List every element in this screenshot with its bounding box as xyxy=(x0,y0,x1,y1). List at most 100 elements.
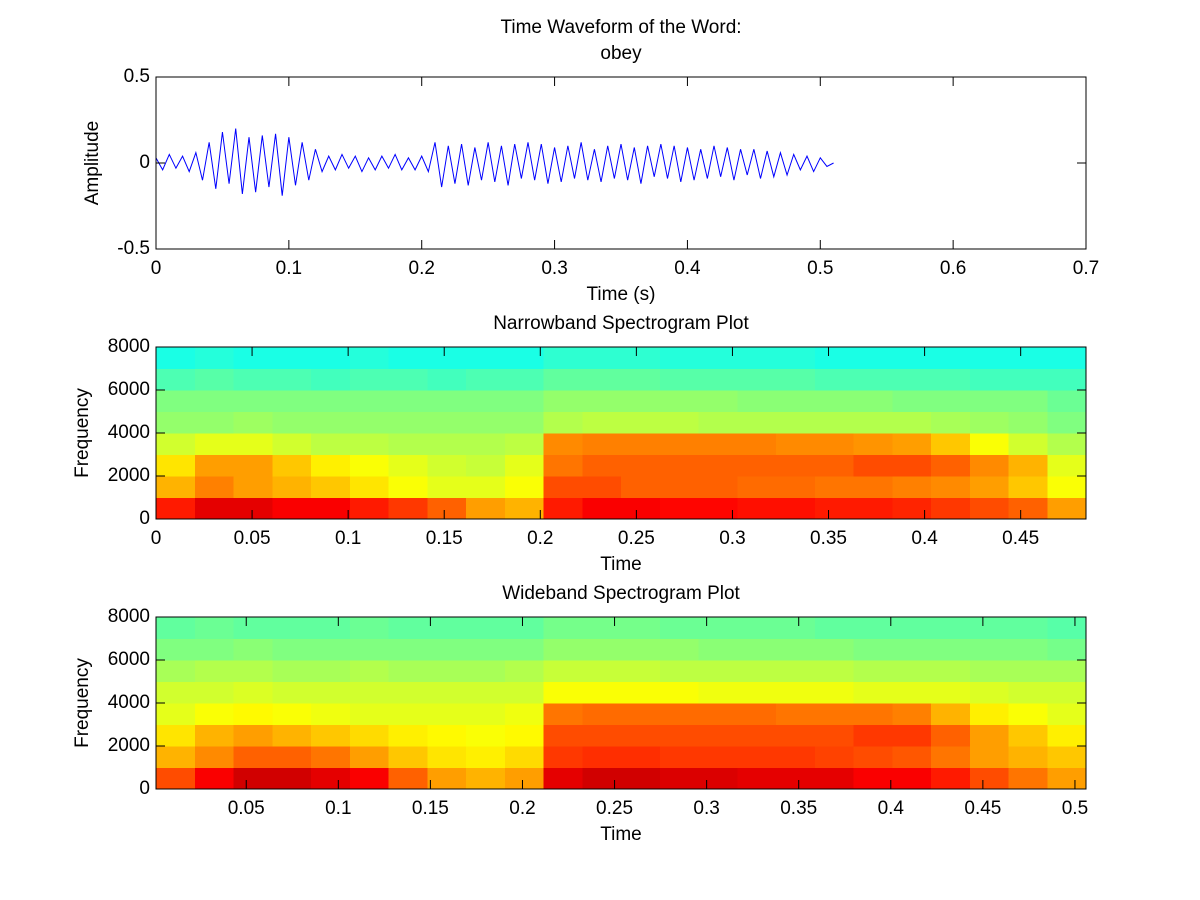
spectrogram-cell xyxy=(814,638,855,661)
spectrogram-cell xyxy=(194,497,235,520)
spectrogram-cell xyxy=(388,476,428,499)
spectrogram-cell xyxy=(233,638,273,661)
spectrogram-cell xyxy=(853,767,893,790)
spectrogram-cell xyxy=(776,454,816,477)
spectrogram-cell xyxy=(388,724,428,747)
spectrogram-cell xyxy=(776,681,816,704)
spectrogram-cell xyxy=(388,660,428,683)
spectrogram-cell xyxy=(853,433,893,456)
spectrogram-cell xyxy=(814,390,855,413)
spectrogram-cell xyxy=(853,746,893,769)
spectrogram-cell xyxy=(543,617,583,640)
spectrogram-cell xyxy=(698,411,738,434)
spectrogram-cell xyxy=(156,390,196,413)
spectrogram-cell xyxy=(659,347,700,370)
spectrogram-cell xyxy=(1008,638,1048,661)
spectrogram-cell xyxy=(737,681,777,704)
y-axis-label: Frequency xyxy=(72,658,93,748)
spectrogram-cell xyxy=(311,746,351,769)
spectrogram-cell xyxy=(466,347,506,370)
spectrogram-cell xyxy=(466,411,506,434)
spectrogram-cell xyxy=(698,724,738,747)
spectrogram-cell xyxy=(1047,497,1087,520)
spectrogram-cell xyxy=(969,390,1010,413)
spectrogram-cell xyxy=(969,454,1010,477)
spectrogram-cell xyxy=(931,660,971,683)
spectrogram-cell xyxy=(194,476,235,499)
spectrogram-cell xyxy=(853,347,893,370)
spectrogram-cell xyxy=(349,746,390,769)
spectrogram-cell xyxy=(892,746,932,769)
spectrogram-cell xyxy=(737,703,777,726)
spectrogram-cell xyxy=(311,368,351,391)
spectrogram-cell xyxy=(621,476,661,499)
spectrogram-cell xyxy=(466,454,506,477)
spectrogram-cell xyxy=(659,746,700,769)
spectrogram-cell xyxy=(969,767,1010,790)
spectrogram-cell xyxy=(156,411,196,434)
spectrogram-cell xyxy=(543,703,583,726)
spectrogram-cell xyxy=(737,390,777,413)
y-tick-label: 0 xyxy=(139,508,150,529)
x-tick-label: 0 xyxy=(151,258,162,279)
spectrogram-cell xyxy=(504,390,545,413)
spectrogram-cell xyxy=(1008,681,1048,704)
spectrogram-cell xyxy=(698,497,738,520)
spectrogram-cell xyxy=(814,703,855,726)
spectrogram-cell xyxy=(776,476,816,499)
x-tick-label: 0.1 xyxy=(325,798,351,819)
spectrogram-cell xyxy=(814,454,855,477)
spectrogram-cell xyxy=(504,681,545,704)
spectrogram-cell xyxy=(311,411,351,434)
spectrogram-cell xyxy=(272,454,312,477)
spectrogram-cell xyxy=(969,411,1010,434)
spectrogram-cell xyxy=(659,703,700,726)
y-tick-label: 6000 xyxy=(108,649,150,670)
spectrogram-cell xyxy=(659,638,700,661)
spectrogram-cell xyxy=(504,476,545,499)
spectrogram-cell xyxy=(969,347,1010,370)
spectrogram-cell xyxy=(349,411,390,434)
x-tick-label: 0.3 xyxy=(719,528,745,549)
spectrogram-cell xyxy=(814,476,855,499)
spectrogram-cell xyxy=(466,724,506,747)
spectrogram-cell xyxy=(814,724,855,747)
spectrogram-cell xyxy=(814,767,855,790)
spectrogram-cell xyxy=(776,368,816,391)
spectrogram-cell xyxy=(776,724,816,747)
spectrogram-cell xyxy=(466,703,506,726)
spectrogram-cell xyxy=(504,617,545,640)
spectrogram-cell xyxy=(543,368,583,391)
spectrogram-cell xyxy=(349,476,390,499)
spectrogram-cell xyxy=(194,703,235,726)
x-axis-label: Time xyxy=(600,824,642,845)
spectrogram-cell xyxy=(1008,433,1048,456)
spectrogram-cell xyxy=(156,497,196,520)
spectrogram-cell xyxy=(311,497,351,520)
y-tick-label: 0.5 xyxy=(124,66,150,87)
spectrogram-cell xyxy=(1008,476,1048,499)
spectrogram-cell xyxy=(272,347,312,370)
y-tick-label: 2000 xyxy=(108,465,150,486)
spectrogram-cell xyxy=(621,767,661,790)
spectrogram-cell xyxy=(311,347,351,370)
spectrogram-cell xyxy=(1047,746,1087,769)
spectrogram-cell xyxy=(621,497,661,520)
x-tick-label: 0.4 xyxy=(674,258,701,279)
spectrogram-cell xyxy=(582,454,622,477)
spectrogram-cell xyxy=(659,767,700,790)
spectrogram-cell xyxy=(582,724,622,747)
spectrogram-cell xyxy=(233,433,273,456)
spectrogram-cell xyxy=(466,746,506,769)
spectrogram-cell xyxy=(427,767,467,790)
chart-title: obey xyxy=(600,43,642,64)
x-tick-label: 0.15 xyxy=(412,798,449,819)
spectrogram-cell xyxy=(504,767,545,790)
spectrogram-cell xyxy=(698,767,738,790)
spectrogram-cell xyxy=(892,681,932,704)
spectrogram-cell xyxy=(272,746,312,769)
spectrogram-cell xyxy=(543,454,583,477)
spectrogram-cell xyxy=(427,703,467,726)
spectrogram-cell xyxy=(659,433,700,456)
